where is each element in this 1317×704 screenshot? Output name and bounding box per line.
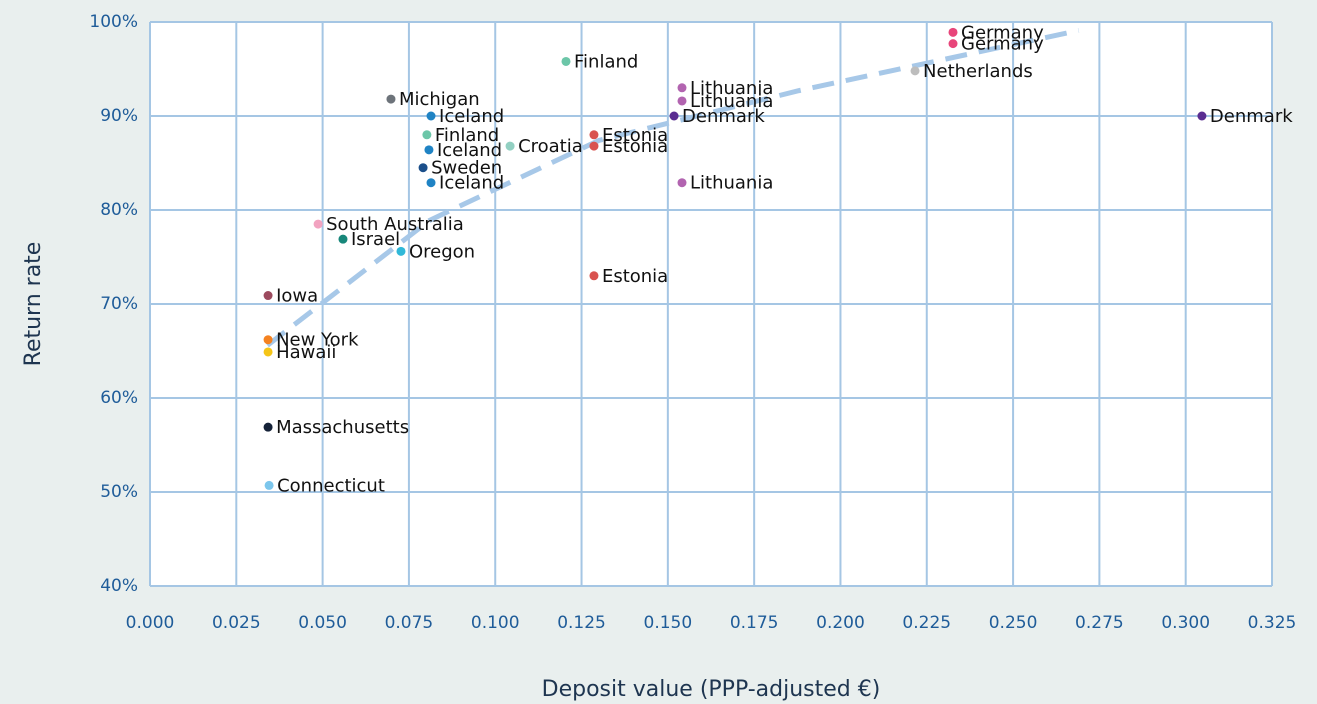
point-label: Sweden [431,158,502,179]
y-tick-label: 80% [100,200,138,220]
x-tick-label: 0.200 [816,613,865,633]
point [386,94,396,104]
point [948,39,958,49]
point-label: Lithuania [690,78,773,99]
y-tick-label: 100% [89,12,138,32]
point [561,56,571,66]
point [263,422,273,432]
x-tick-label: 0.050 [298,613,347,633]
point-label: Iceland [439,173,504,194]
point [424,145,434,155]
point [589,271,599,281]
point-label: Germany [961,22,1044,43]
point [418,163,428,173]
x-tick-label: 0.075 [385,613,434,633]
point [677,83,687,93]
point [263,291,273,301]
point [426,178,436,188]
y-tick-label: 50% [100,482,138,502]
point [313,219,323,229]
point [264,480,274,490]
y-axis-title: Return rate [21,242,46,367]
point-label: Iowa [276,286,318,307]
x-tick-label: 0.000 [126,613,175,633]
trendline [265,28,1080,348]
point [589,130,599,140]
x-tick-label: 0.300 [1161,613,1210,633]
point-label: Lithuania [690,91,773,112]
point-label: Estonia [602,266,668,287]
x-tick-label: 0.250 [989,613,1038,633]
point-label: Hawaii [276,342,336,363]
point-label: Finland [435,125,499,146]
point-label: South Australia [326,214,464,235]
point [422,130,432,140]
x-tick-label: 0.225 [902,613,951,633]
point-label: Michigan [399,89,480,110]
point-label: Israel [351,229,400,250]
point [948,27,958,37]
point [338,234,348,244]
point [677,178,687,188]
point-label: Finland [574,51,638,72]
point-label: Netherlands [923,61,1033,82]
point [396,246,406,256]
point-label: Estonia [602,125,668,146]
point [426,111,436,121]
x-tick-label: 0.100 [471,613,520,633]
y-tick-label: 40% [100,576,138,596]
point-label: Estonia [602,136,668,157]
point-label: Connecticut [277,475,385,496]
point [910,66,920,76]
point [1197,111,1207,121]
y-tick-label: 90% [100,106,138,126]
point-label: Denmark [682,106,765,127]
point-label: New York [276,330,359,351]
point [589,141,599,151]
point-label: Lithuania [690,173,773,194]
point-label: Croatia [518,136,583,157]
x-tick-label: 0.175 [730,613,779,633]
point [669,111,679,121]
point [263,335,273,345]
point-label: Iceland [439,106,504,127]
point-label: Iceland [437,140,502,161]
point-label: Massachusetts [276,417,409,438]
x-tick-label: 0.150 [644,613,693,633]
point-label: Denmark [1210,106,1293,127]
x-tick-label: 0.025 [212,613,261,633]
x-axis-title: Deposit value (PPP-adjusted €) [542,677,881,702]
x-tick-label: 0.125 [557,613,606,633]
y-tick-label: 60% [100,388,138,408]
point [263,347,273,357]
x-tick-label: 0.325 [1248,613,1297,633]
point [677,96,687,106]
point-label: Germany [961,34,1044,55]
y-tick-label: 70% [100,294,138,314]
point-label: Oregon [409,241,475,262]
x-tick-label: 0.275 [1075,613,1124,633]
point [505,141,515,151]
